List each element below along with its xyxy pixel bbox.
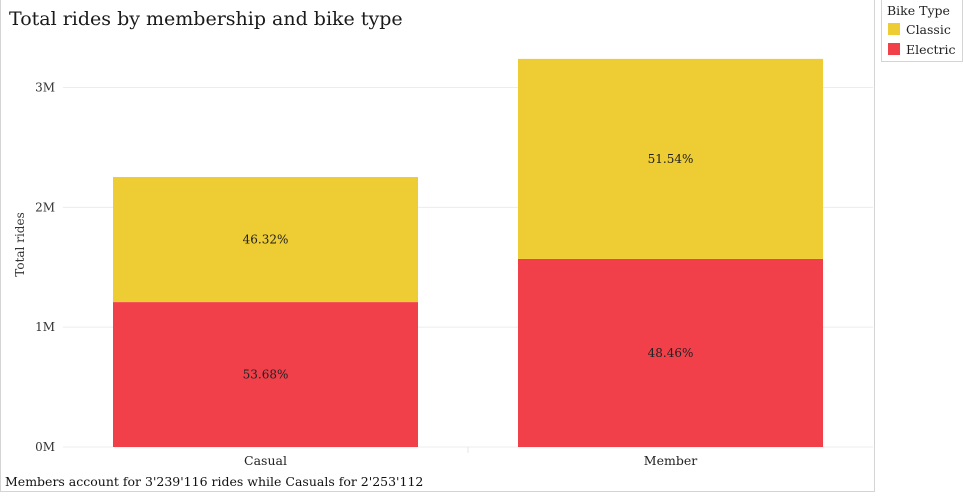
legend-label-electric: Electric [906,42,956,57]
bar-electric-casual [113,302,418,447]
legend-item-classic[interactable]: Classic [888,22,951,37]
bar-classic-member [518,58,823,259]
legend-label-classic: Classic [906,22,951,37]
legend[interactable]: Bike Type Classic Electric [881,0,963,62]
legend-title: Bike Type [887,3,950,18]
legend-swatch-electric [888,43,900,55]
data-label: 48.46% [648,346,694,360]
x-category-label: Casual [244,453,287,468]
chart-footnote: Members account for 3'239'116 rides whil… [5,474,424,489]
chart-sheet: Total rides by membership and bike type … [0,0,875,492]
y-tick-label: 3M [35,81,55,95]
data-label: 51.54% [648,152,694,166]
y-tick-label: 2M [35,200,55,214]
y-tick-label: 1M [35,320,55,334]
bar-classic-casual [113,177,418,303]
data-label: 53.68% [243,368,289,382]
y-axis-title: Total rides [13,212,27,276]
x-category-label: Member [644,453,697,468]
chart-title: Total rides by membership and bike type [9,8,403,30]
data-label: 46.32% [243,233,289,247]
bar-electric-member [518,258,823,447]
bar-chart: 0M 1M 2M 3M Total rides 53.68% 46.32% Casual 48.… [13,58,873,468]
legend-swatch-classic [888,23,900,35]
y-tick-label: 0M [35,440,55,454]
legend-item-electric[interactable]: Electric [888,42,956,57]
